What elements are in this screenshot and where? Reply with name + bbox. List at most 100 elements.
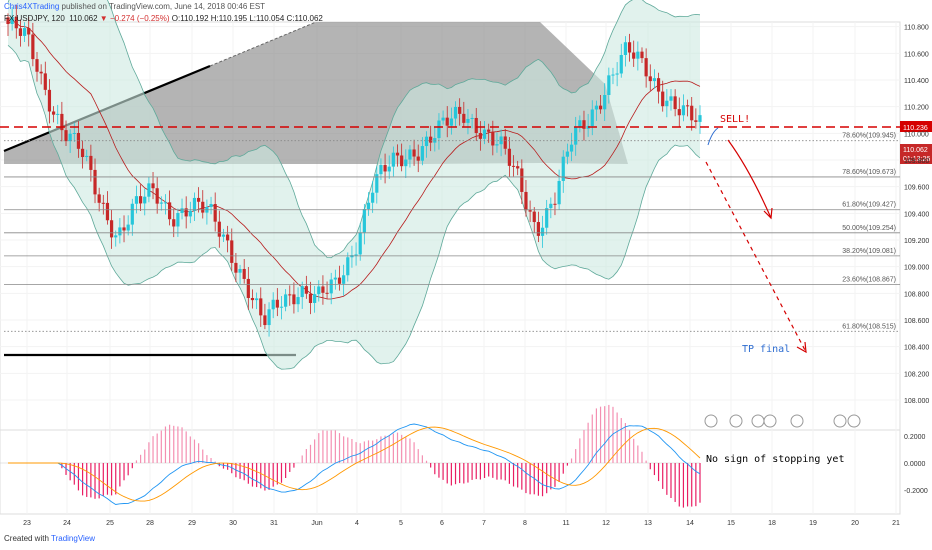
price-tick-label: 110.800 — [904, 25, 929, 32]
candle-body — [466, 118, 470, 123]
event-flag-icon[interactable] — [704, 414, 718, 428]
footer: Created with TradingView — [4, 534, 95, 543]
candle-body — [267, 309, 271, 326]
candle-body — [105, 202, 110, 221]
macd-line — [8, 423, 701, 505]
candle-body — [470, 117, 474, 119]
candle-body — [60, 113, 64, 131]
candle-body — [263, 315, 267, 326]
event-flag-icon[interactable] — [847, 414, 861, 428]
price-tick-label: 109.000 — [904, 265, 929, 272]
fib-level-label: 38.20%(109.081) — [842, 248, 896, 255]
time-tick-label: 28 — [146, 520, 154, 527]
target-arrow — [705, 161, 807, 353]
candle-body — [292, 294, 296, 305]
candle-body — [536, 222, 540, 236]
candle-body — [611, 74, 615, 76]
candle-body — [271, 299, 275, 310]
last-price: 110.062 — [69, 14, 98, 23]
candle-body — [598, 105, 603, 110]
candle-body — [652, 78, 657, 82]
event-flag-icon[interactable] — [790, 414, 804, 428]
candle-body — [259, 298, 263, 316]
time-tick-label: 21 — [892, 520, 900, 527]
price-axis[interactable]: 110.800 110.600 110.400 110.200 110.000 109.8… — [904, 25, 929, 405]
fib-level-label: 61.80%(108.515) — [842, 323, 896, 330]
candle-body — [325, 292, 329, 294]
candle-body — [56, 113, 60, 115]
candle-body — [217, 221, 221, 237]
price-tick-label: 110.600 — [904, 51, 929, 58]
candle-body — [478, 133, 482, 139]
candle-body — [31, 34, 35, 60]
candle-body — [661, 91, 665, 107]
macd-annotation: No sign of stopping yet — [706, 454, 844, 465]
candle-body — [6, 17, 10, 25]
time-tick-label: 19 — [809, 520, 817, 527]
candle-body — [400, 155, 404, 167]
candle-body — [694, 120, 698, 122]
author-link[interactable]: Chris4XTrading — [4, 2, 60, 11]
tp-annotation: TP final — [742, 344, 790, 355]
candle-body — [72, 132, 76, 134]
sell-annotation: SELL! — [720, 114, 750, 125]
candle-body — [250, 297, 255, 301]
candle-body — [10, 16, 14, 25]
candle-body — [138, 196, 143, 204]
fib-level-label: 50.00%(109.254) — [842, 225, 896, 232]
candle-body — [358, 232, 362, 255]
time-tick-label: 11 — [562, 520, 569, 527]
event-flag-icon[interactable] — [763, 414, 777, 428]
candle-body — [275, 299, 279, 308]
publish-date: published on TradingView.com, June 14, 2… — [61, 2, 266, 11]
candle-body — [685, 105, 690, 107]
candle-body — [362, 208, 366, 233]
candle-body — [524, 191, 528, 211]
band-fill — [8, 0, 700, 370]
price-tick-label: 108.000 — [904, 398, 929, 405]
candle-body — [557, 180, 561, 205]
candle-body — [122, 227, 126, 231]
publish-info: Chris4XTrading published on TradingView.… — [4, 2, 265, 11]
candle-body — [582, 120, 586, 129]
sell-arrow — [727, 139, 772, 219]
candle-body — [449, 118, 453, 126]
candle-body — [391, 152, 395, 167]
candle-body — [114, 235, 118, 238]
event-flag-icon[interactable] — [751, 414, 765, 428]
candle-body — [603, 94, 607, 110]
time-tick-label: 13 — [644, 520, 652, 527]
upper-band — [7, 0, 701, 259]
time-tick-label: 30 — [229, 520, 237, 527]
candle-body — [22, 28, 27, 36]
sell-price-label: 110.236 — [903, 125, 928, 132]
candle-body — [126, 224, 130, 231]
candle-body — [690, 105, 694, 121]
candle-body — [379, 165, 383, 175]
macd-tick-label: -0.2000 — [904, 488, 928, 495]
time-tick-label: 6 — [440, 520, 444, 527]
symbol-label: FX:USDJPY, 120 — [4, 14, 65, 23]
candle-body — [507, 148, 511, 166]
candle-body — [221, 234, 226, 237]
event-flag-icon[interactable] — [729, 414, 743, 428]
candle-body — [681, 105, 686, 116]
candle-body — [130, 203, 134, 225]
tradingview-link[interactable]: TradingView — [51, 534, 96, 543]
time-tick-label: 29 — [188, 520, 196, 527]
candle-body — [109, 220, 114, 238]
candle-body — [246, 278, 250, 298]
candle-body — [14, 16, 18, 29]
candle-body — [64, 130, 68, 142]
candle-body — [342, 275, 346, 284]
time-tick-label: 15 — [727, 520, 735, 527]
time-axis[interactable]: 23 24 25 28 29 30 31 Jun 4 5 6 7 8 11 12 13 14 15 18 19 20 21 — [23, 520, 900, 527]
candle-body — [412, 149, 416, 157]
countdown-label: 01:13:26 — [903, 156, 930, 163]
candle-body — [561, 156, 565, 181]
price-tick-label: 108.600 — [904, 318, 929, 325]
economic-event-markers[interactable] — [704, 414, 861, 428]
time-tick-label: 12 — [602, 520, 610, 527]
event-flag-icon[interactable] — [833, 414, 847, 428]
